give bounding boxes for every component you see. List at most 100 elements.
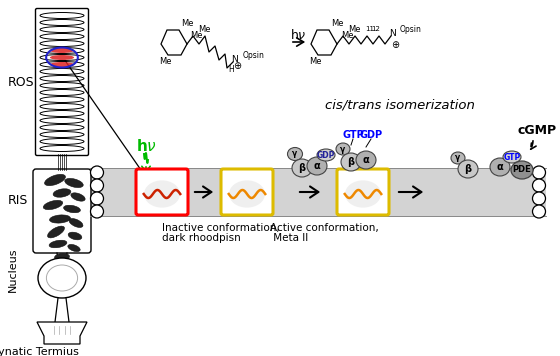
Ellipse shape [40,138,84,145]
Text: α: α [363,155,370,165]
Ellipse shape [45,174,66,186]
FancyBboxPatch shape [221,169,273,215]
Text: cGMP: cGMP [517,124,557,136]
Ellipse shape [40,83,84,89]
Text: β: β [298,163,306,173]
Text: 11: 11 [366,26,375,32]
Ellipse shape [336,143,350,155]
Text: GDP: GDP [317,151,335,159]
Ellipse shape [91,166,104,179]
Ellipse shape [40,54,84,61]
Text: γ: γ [455,153,461,162]
Ellipse shape [40,33,84,40]
Ellipse shape [40,89,84,95]
Ellipse shape [54,253,69,261]
Text: Me: Me [348,25,360,33]
FancyBboxPatch shape [337,169,389,215]
Text: α: α [314,161,320,171]
Bar [90,168,546,216]
Text: Me: Me [331,20,343,28]
Ellipse shape [91,179,104,192]
Text: N: N [389,28,395,37]
Text: GTP: GTP [342,130,364,140]
Ellipse shape [533,166,545,179]
Ellipse shape [69,219,83,227]
Text: γ: γ [340,145,346,153]
Ellipse shape [40,41,84,47]
Ellipse shape [50,62,74,67]
Text: Me: Me [190,31,202,41]
Text: γ: γ [292,150,297,158]
Text: N: N [232,54,239,63]
Polygon shape [37,322,87,344]
Ellipse shape [48,226,64,238]
Ellipse shape [458,160,478,178]
Ellipse shape [40,104,84,110]
FancyBboxPatch shape [35,9,88,156]
Ellipse shape [533,179,545,192]
Ellipse shape [50,48,74,53]
Text: Nucleus: Nucleus [8,248,18,292]
Ellipse shape [40,12,84,19]
Ellipse shape [40,68,84,74]
Ellipse shape [40,125,84,131]
Ellipse shape [490,158,510,176]
Ellipse shape [64,205,81,213]
Text: Meta II: Meta II [270,233,308,243]
Ellipse shape [40,110,84,116]
Text: Me: Me [181,20,193,28]
Text: ⊕: ⊕ [391,40,399,50]
Ellipse shape [40,96,84,103]
Ellipse shape [49,215,71,223]
Ellipse shape [68,232,82,240]
Text: h$\nu$: h$\nu$ [290,28,306,42]
Text: cis/trans isomerization: cis/trans isomerization [325,99,475,111]
Text: h$\nu$: h$\nu$ [136,138,156,154]
Text: β: β [347,157,354,167]
Ellipse shape [68,245,80,252]
Text: RIS: RIS [8,194,29,206]
Ellipse shape [38,258,86,298]
Text: ⊕: ⊕ [233,61,241,71]
Text: Opsin: Opsin [243,52,265,61]
Ellipse shape [451,152,465,164]
Ellipse shape [317,149,335,161]
Ellipse shape [511,161,533,179]
Ellipse shape [50,55,74,60]
Text: Opsin: Opsin [400,26,422,35]
Ellipse shape [91,192,104,205]
Text: Synatic Termius: Synatic Termius [0,347,79,356]
Ellipse shape [345,180,381,208]
Text: β: β [464,164,472,174]
Ellipse shape [40,117,84,124]
Text: Me: Me [198,25,210,33]
Ellipse shape [40,47,84,53]
Ellipse shape [40,146,84,152]
Text: Me: Me [309,57,321,66]
Text: ROS: ROS [8,75,35,89]
Ellipse shape [91,205,104,218]
Ellipse shape [40,20,84,26]
Ellipse shape [287,147,302,161]
Text: PDE: PDE [512,166,531,174]
Ellipse shape [307,157,327,175]
Ellipse shape [40,131,84,137]
Ellipse shape [53,189,71,197]
Text: Me: Me [340,31,353,41]
Ellipse shape [292,159,312,177]
Text: GTP: GTP [503,152,521,162]
Ellipse shape [43,200,63,210]
Text: Me: Me [158,57,171,66]
Ellipse shape [533,192,545,205]
Ellipse shape [144,180,180,208]
FancyBboxPatch shape [136,169,188,215]
Ellipse shape [341,153,361,171]
Ellipse shape [40,75,84,82]
Ellipse shape [533,205,545,218]
Text: GDP: GDP [360,130,382,140]
Text: α: α [497,162,503,172]
Ellipse shape [503,151,521,163]
Text: 12: 12 [372,26,380,32]
Ellipse shape [229,180,265,208]
Ellipse shape [65,178,83,188]
